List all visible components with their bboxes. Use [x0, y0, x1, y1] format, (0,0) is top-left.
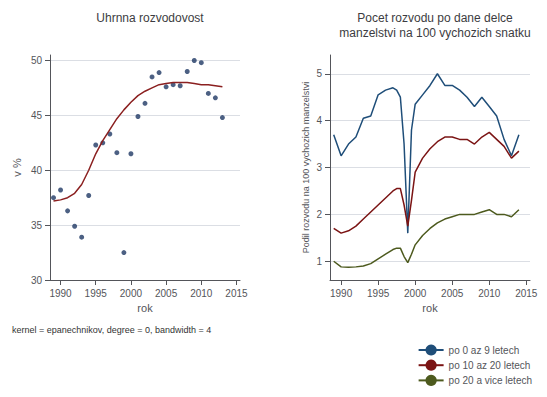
svg-text:kernel = epanechnikov, degree: kernel = epanechnikov, degree = 0, bandw… — [12, 325, 211, 335]
svg-text:Podil rozvodu na 100 vychozich: Podil rozvodu na 100 vychozich manzelstv… — [301, 82, 311, 254]
svg-text:5: 5 — [316, 68, 322, 79]
svg-text:rok: rok — [422, 302, 438, 314]
svg-text:1995: 1995 — [367, 288, 390, 299]
svg-text:3: 3 — [316, 162, 322, 173]
svg-text:35: 35 — [31, 220, 43, 231]
svg-text:1: 1 — [316, 256, 322, 267]
svg-text:po 20 a vice letech: po 20 a vice letech — [449, 375, 532, 386]
svg-text:1990: 1990 — [330, 288, 353, 299]
svg-text:2010: 2010 — [190, 288, 213, 299]
svg-text:Pocet rozvodu po dane delce: Pocet rozvodu po dane delce — [357, 11, 513, 25]
svg-text:50: 50 — [31, 55, 43, 66]
svg-text:rok: rok — [137, 302, 153, 314]
svg-text:45: 45 — [31, 110, 43, 121]
svg-text:2015: 2015 — [225, 288, 248, 299]
svg-text:Uhrnna rozvodovost: Uhrnna rozvodovost — [96, 11, 204, 25]
svg-text:2010: 2010 — [478, 288, 501, 299]
svg-text:2: 2 — [316, 209, 322, 220]
svg-text:40: 40 — [31, 165, 43, 176]
svg-text:manzelstvi na 100 vychozich sn: manzelstvi na 100 vychozich snatku — [339, 26, 530, 40]
svg-text:po 0 az 9 letech: po 0 az 9 letech — [449, 345, 520, 356]
svg-text:po 10 az 20 letech: po 10 az 20 letech — [449, 360, 531, 371]
svg-text:2005: 2005 — [155, 288, 178, 299]
svg-text:2000: 2000 — [404, 288, 427, 299]
svg-text:1990: 1990 — [49, 288, 72, 299]
svg-text:2015: 2015 — [515, 288, 538, 299]
svg-text:2005: 2005 — [441, 288, 464, 299]
svg-text:1995: 1995 — [85, 288, 108, 299]
svg-text:2000: 2000 — [120, 288, 143, 299]
svg-text:30: 30 — [31, 275, 43, 286]
svg-text:4: 4 — [316, 115, 322, 126]
svg-text:v %: v % — [11, 158, 23, 177]
